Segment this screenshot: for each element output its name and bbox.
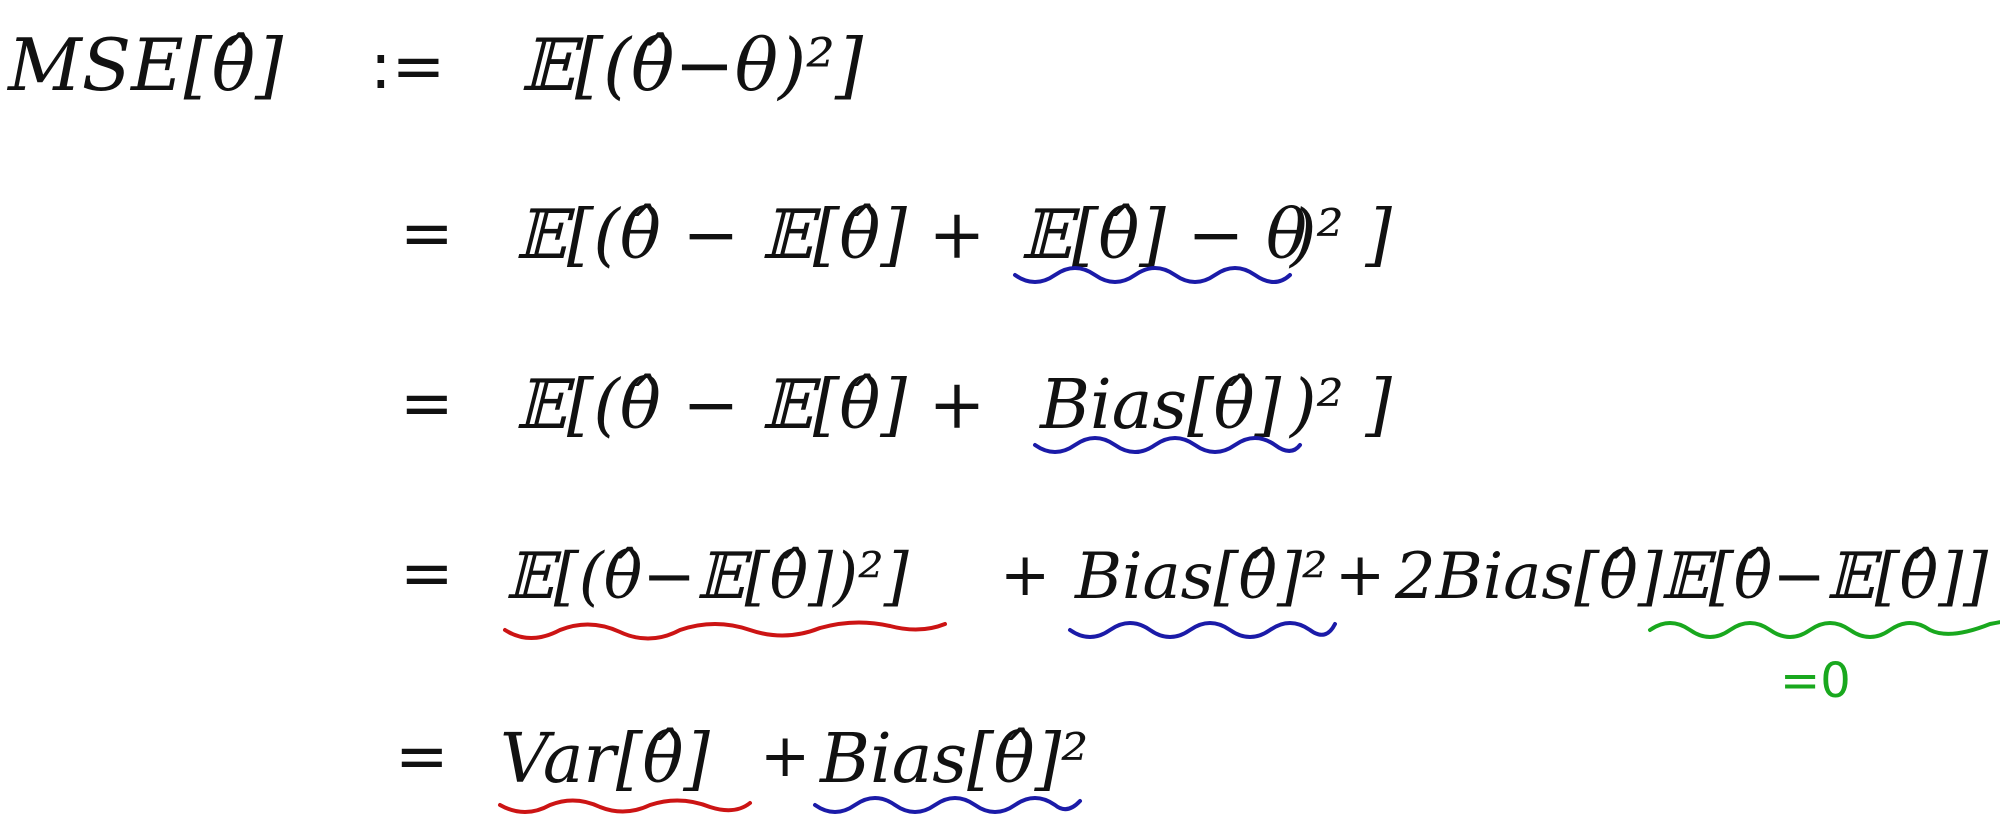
plus-sign: + xyxy=(1000,540,1050,610)
line-3-bias-substitution: = 𝔼[(θ̂ − 𝔼[θ̂] + Bias[θ̂] )² ] xyxy=(400,366,1392,454)
zero-term-underline xyxy=(1648,620,2000,639)
line-2-bias-part: 𝔼[θ̂] − θ xyxy=(1020,196,1307,275)
line-1-definition: MSE[θ̂] := 𝔼[(θ̂−θ)²] xyxy=(6,23,864,107)
line-5-result: = Var[θ̂] + Bias[θ̂]² xyxy=(395,720,1088,814)
variance-term: 𝔼[(θ̂−𝔼[θ̂])²] xyxy=(505,540,910,614)
line-3-head: 𝔼[(θ̂ − 𝔼[θ̂] + xyxy=(515,366,985,445)
bias-squared-underline xyxy=(1068,621,1337,639)
zero-label: =0 xyxy=(1780,653,1851,709)
line-4-expansion: = 𝔼[(θ̂−𝔼[θ̂])²] + Bias[θ̂]² + 2Bias[θ̂]… xyxy=(400,537,2000,709)
equals-sign: = xyxy=(400,197,454,271)
equals-sign: = xyxy=(400,367,454,441)
zero-mean-term: 𝔼[θ̂−𝔼[θ̂]] xyxy=(1660,540,1989,614)
equals-sign: = xyxy=(395,720,449,794)
variance-result: Var[θ̂] xyxy=(500,720,710,799)
line-2-tail: )² ] xyxy=(1288,196,1392,275)
line-2-add-subtract-mean: = 𝔼[(θ̂ − 𝔼[θ̂] + 𝔼[θ̂] − θ )² ] xyxy=(400,196,1392,284)
line-3-tail: )² ] xyxy=(1288,366,1392,445)
variance-underline xyxy=(503,620,947,641)
mse-rhs-expectation: 𝔼[(θ̂−θ)²] xyxy=(520,23,864,107)
line-2-head: 𝔼[(θ̂ − 𝔼[θ̂] + xyxy=(515,196,985,275)
variance-underline xyxy=(498,798,752,814)
plus-sign: + xyxy=(1335,540,1385,610)
line-3-bias-part: Bias[θ̂] xyxy=(1038,366,1282,445)
bias-squared-term: Bias[θ̂]² xyxy=(1074,540,1328,614)
bias-underline xyxy=(1033,436,1302,454)
bias-underline xyxy=(1013,266,1292,284)
equals-sign: = xyxy=(400,537,454,611)
mse-lhs: MSE[θ̂] xyxy=(6,23,284,107)
plus-sign: + xyxy=(760,721,810,791)
bias-squared-underline xyxy=(813,796,1082,814)
bias-squared-result: Bias[θ̂]² xyxy=(818,720,1088,799)
definition-sign: := xyxy=(370,30,445,104)
cross-term-coefficient: 2Bias[θ̂] xyxy=(1394,540,1664,614)
